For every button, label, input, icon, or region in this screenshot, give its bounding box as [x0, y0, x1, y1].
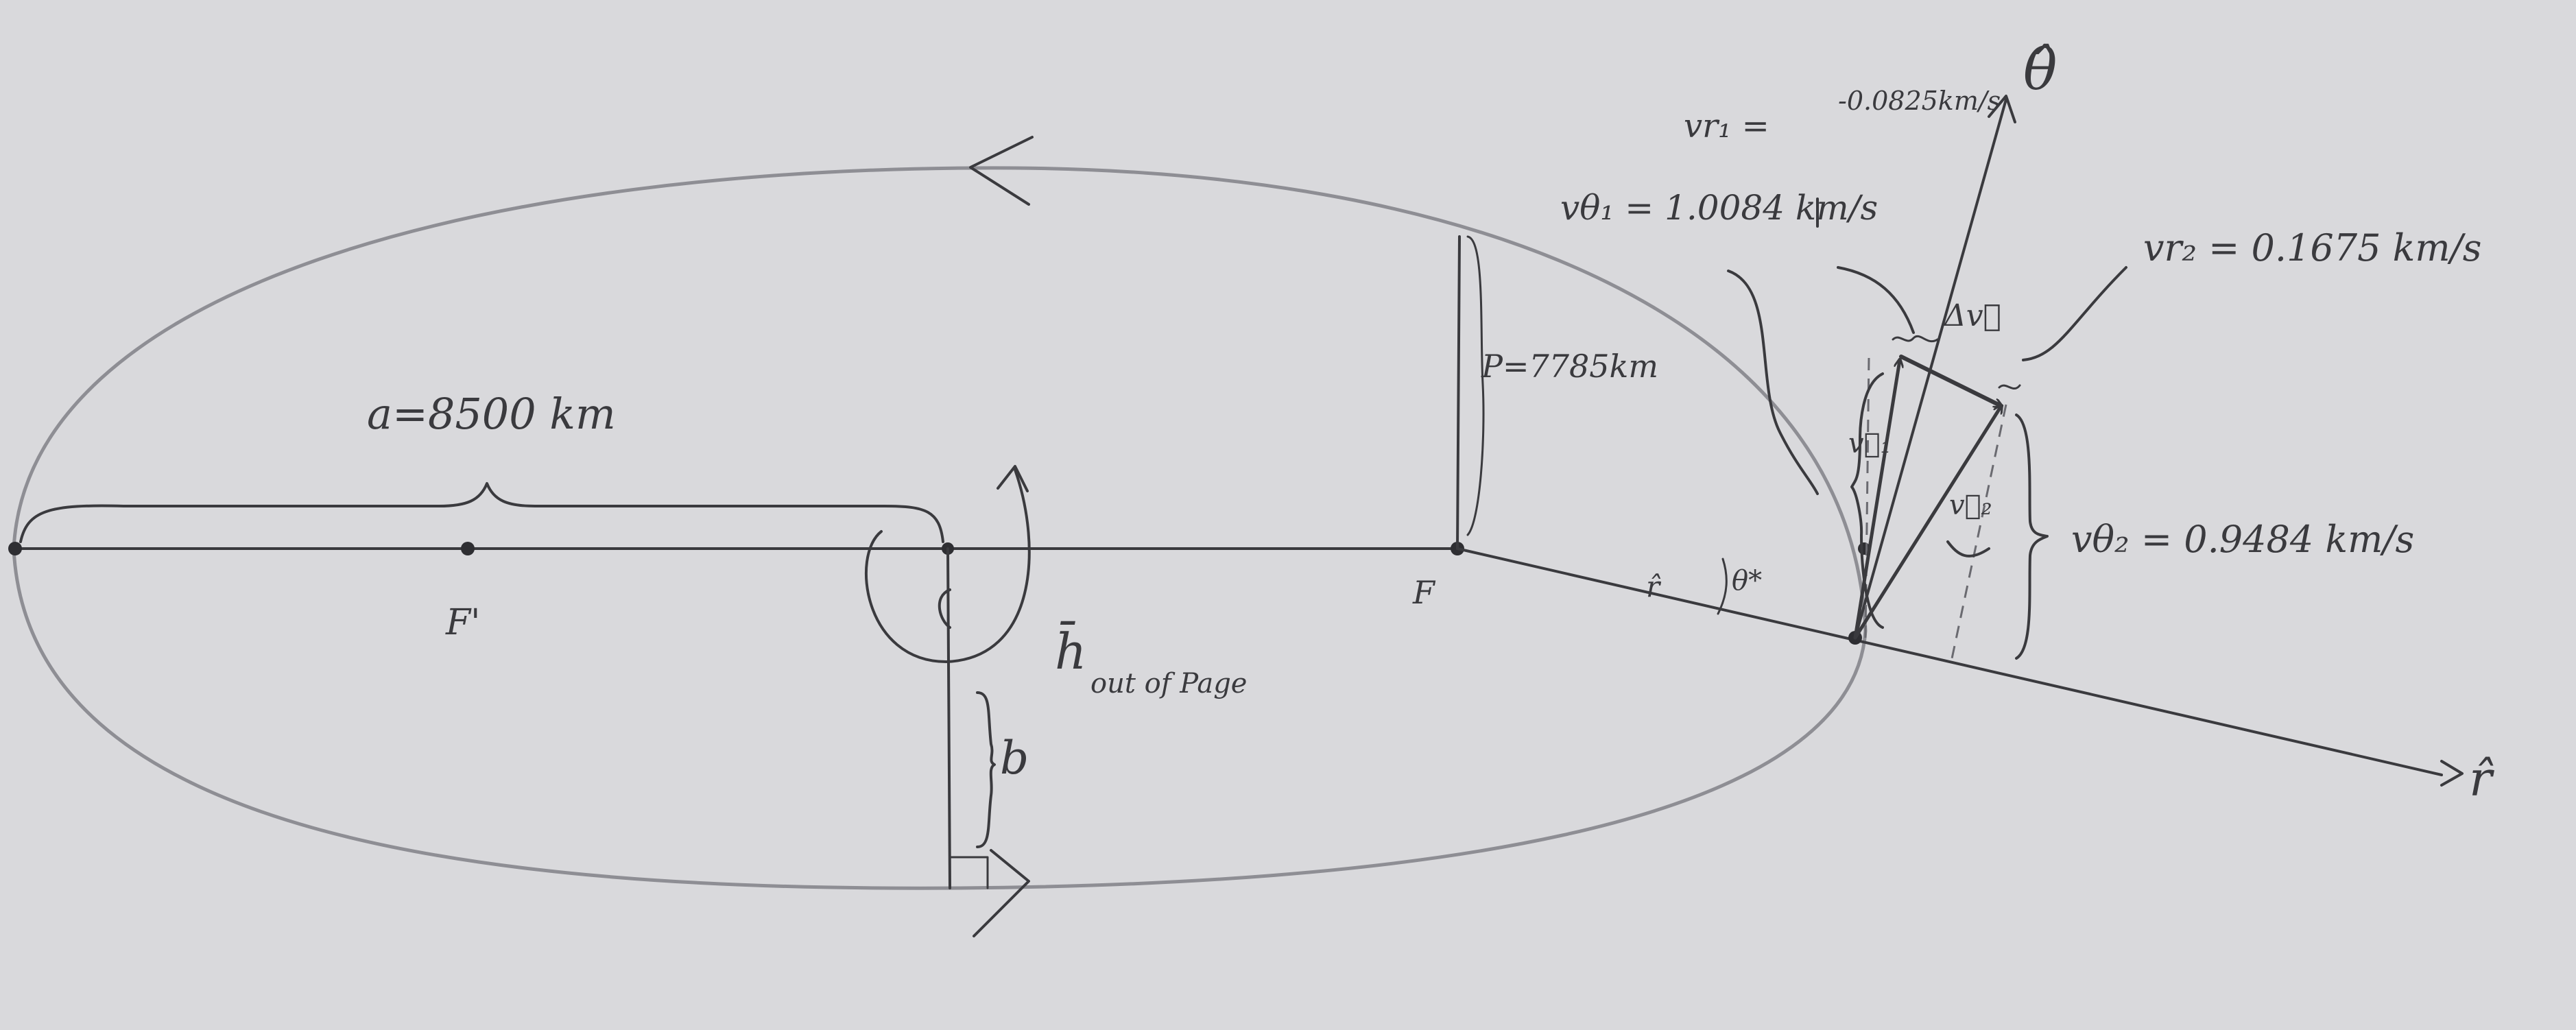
- v1-vector: [1853, 360, 1900, 640]
- tangent-arrow-icon: [973, 849, 1030, 937]
- semi-latus-brace: [1466, 235, 1485, 536]
- angular-momentum-curl-icon: [864, 468, 1031, 663]
- delta-v-label: Δv⃗: [1943, 298, 2001, 333]
- v2-vector: [1853, 406, 2001, 640]
- v-theta1-leader: [1727, 270, 1819, 495]
- radial-axis: [1456, 547, 2443, 776]
- v2-vector-label: v⃗₂: [1949, 490, 1992, 521]
- v-r1-squiggle: [1892, 335, 1939, 342]
- semi-major-label: a=8500 km: [367, 389, 616, 439]
- semi-minor-axis: [946, 547, 951, 889]
- focus-label: F: [1412, 574, 1436, 611]
- v-r2-label: vr₂ = 0.1675 km/s: [2143, 226, 2482, 270]
- apoapsis-point: [8, 542, 22, 555]
- center-small-hook: [938, 588, 951, 629]
- h-direction-note: out of Page: [1090, 668, 1247, 699]
- theta-axis-arrowhead-icon: [1988, 95, 2016, 123]
- empty-focus-label: F': [445, 602, 480, 643]
- semi-minor-label: b: [1000, 732, 1029, 785]
- semi-latus-rectum: [1456, 235, 1461, 550]
- semi-minor-brace: [976, 691, 996, 848]
- r-hat-small-label: r̂: [1646, 570, 1662, 603]
- theta-axis: [1854, 98, 2007, 639]
- v-r1-label: vr₁ =: [1684, 107, 1769, 145]
- v2-leader: [1946, 540, 1990, 558]
- right-angle-mark: [949, 856, 989, 889]
- v-theta2-brace: [2015, 414, 2049, 660]
- v1-vector-label: v⃗₁: [1848, 428, 1892, 459]
- semi-latus-label: P=7785km: [1481, 348, 1658, 385]
- v-r2-leader: [2022, 266, 2127, 361]
- v2-component-dash: [1950, 404, 2007, 662]
- theta-star-arc: [1717, 558, 1728, 615]
- r-hat-axis-label: r̂: [2469, 751, 2494, 807]
- theta-star-label: θ*: [1732, 565, 1762, 597]
- v-theta1-brace: [1850, 372, 1884, 629]
- curl-arrowhead-icon: [997, 465, 1029, 492]
- v-theta2-label: vθ₂ = 0.9484 km/s: [2071, 518, 2414, 561]
- semi-major-brace: [19, 482, 944, 543]
- h-vector-label: h̄: [1055, 620, 1086, 680]
- v-r1-leader: [1837, 266, 1915, 334]
- v-r2-squiggle: [1998, 384, 2021, 390]
- empty-focus-point: [461, 542, 475, 555]
- radial-axis-arrowhead-icon: [2440, 760, 2464, 787]
- direction-arrow-icon: [969, 136, 1034, 206]
- theta-hat-axis-label: θ̂: [2023, 38, 2057, 103]
- delta-v-vector: [1899, 355, 2001, 408]
- v-theta1-label: vθ₁ = 1.0084 km/s: [1560, 188, 1878, 228]
- v-r1-value: -0.0825km/s: [1838, 86, 2001, 116]
